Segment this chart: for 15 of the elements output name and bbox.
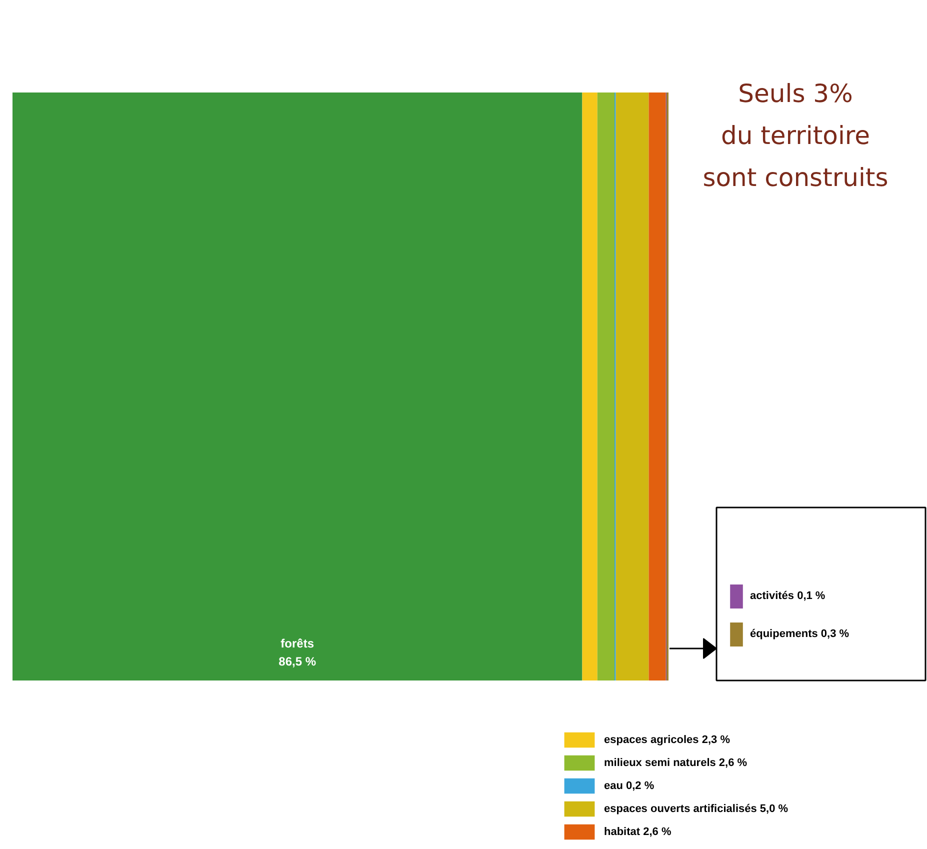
- bar: [12, 92, 582, 680]
- bar: [616, 92, 649, 680]
- legend-label: espaces ouverts artificialisés 5,0 %: [604, 802, 788, 814]
- legend-label: activités 0,1 %: [750, 590, 826, 602]
- legend-label: équipements 0,3 %: [750, 628, 850, 640]
- data-label: 86,5 %: [278, 654, 316, 669]
- bar: [648, 92, 666, 680]
- legend-label: espaces agricoles 2,3 %: [604, 734, 730, 746]
- bar: [597, 92, 614, 680]
- legend-label: habitat 2,6 %: [604, 826, 672, 838]
- text: Seuls 3% du territoire sont construits: [702, 78, 888, 192]
- bar: [582, 92, 598, 680]
- legend-label: eau 0,2 %: [604, 780, 654, 792]
- series-label: forêts: [280, 636, 314, 650]
- legend-label: milieux semi naturels 2,6 %: [604, 756, 748, 768]
